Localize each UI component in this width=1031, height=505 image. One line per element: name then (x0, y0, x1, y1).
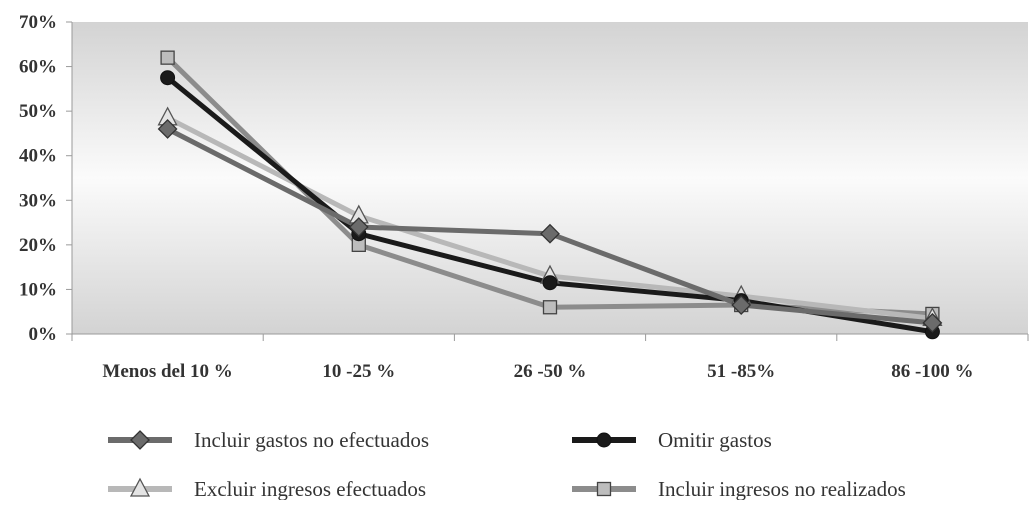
series-layer (157, 50, 943, 340)
data-point (596, 481, 612, 497)
data-point (540, 223, 560, 244)
series-markers (160, 70, 940, 340)
legend-item: Incluir ingresos no realizados (572, 477, 906, 501)
x-tick-label: 10 -25 % (322, 361, 395, 382)
y-tick-label: 40% (19, 146, 57, 167)
x-tick-label: 26 -50 % (514, 361, 587, 382)
data-point (731, 295, 752, 315)
data-point (542, 300, 558, 315)
legend-item: Incluir gastos no efectuados (108, 428, 429, 452)
data-point (129, 477, 151, 497)
data-point (157, 119, 178, 139)
axes: 0% 10% 20% 30% 40% 50% 60% 70% Menos del 10 % 10 … (19, 12, 1029, 382)
y-tick-label: 30% (19, 190, 57, 211)
data-point (348, 217, 369, 237)
y-tick-label: 70% (19, 12, 57, 33)
x-tick-label: 51 -85% (707, 361, 775, 382)
legend-label: Omitir gastos (658, 428, 772, 452)
legend: Incluir gastos no efectuados Omitir gasto… (108, 428, 906, 501)
data-point (596, 432, 612, 448)
legend-label: Incluir ingresos no realizados (658, 477, 906, 500)
legend-label: Excluir ingresos efectuados (194, 477, 426, 500)
x-tick-label: Menos del 10 % (102, 361, 232, 382)
y-tick-label: 60% (19, 57, 57, 78)
y-tick-label: 20% (19, 235, 57, 256)
legend-item: Excluir ingresos efectuados (108, 477, 426, 501)
data-point (160, 70, 176, 86)
data-point (130, 430, 150, 450)
y-tick-label: 10% (19, 279, 57, 300)
x-tick-label: 86 -100 % (891, 361, 973, 382)
data-point (922, 312, 943, 333)
legend-label: Incluir gastos no efectuados (194, 428, 429, 452)
series-markers (157, 119, 943, 333)
y-tick-label: 0% (29, 324, 58, 345)
y-tick-label: 50% (19, 101, 57, 122)
data-point (160, 50, 175, 65)
data-point (542, 275, 558, 291)
legend-item: Omitir gastos (572, 428, 772, 452)
